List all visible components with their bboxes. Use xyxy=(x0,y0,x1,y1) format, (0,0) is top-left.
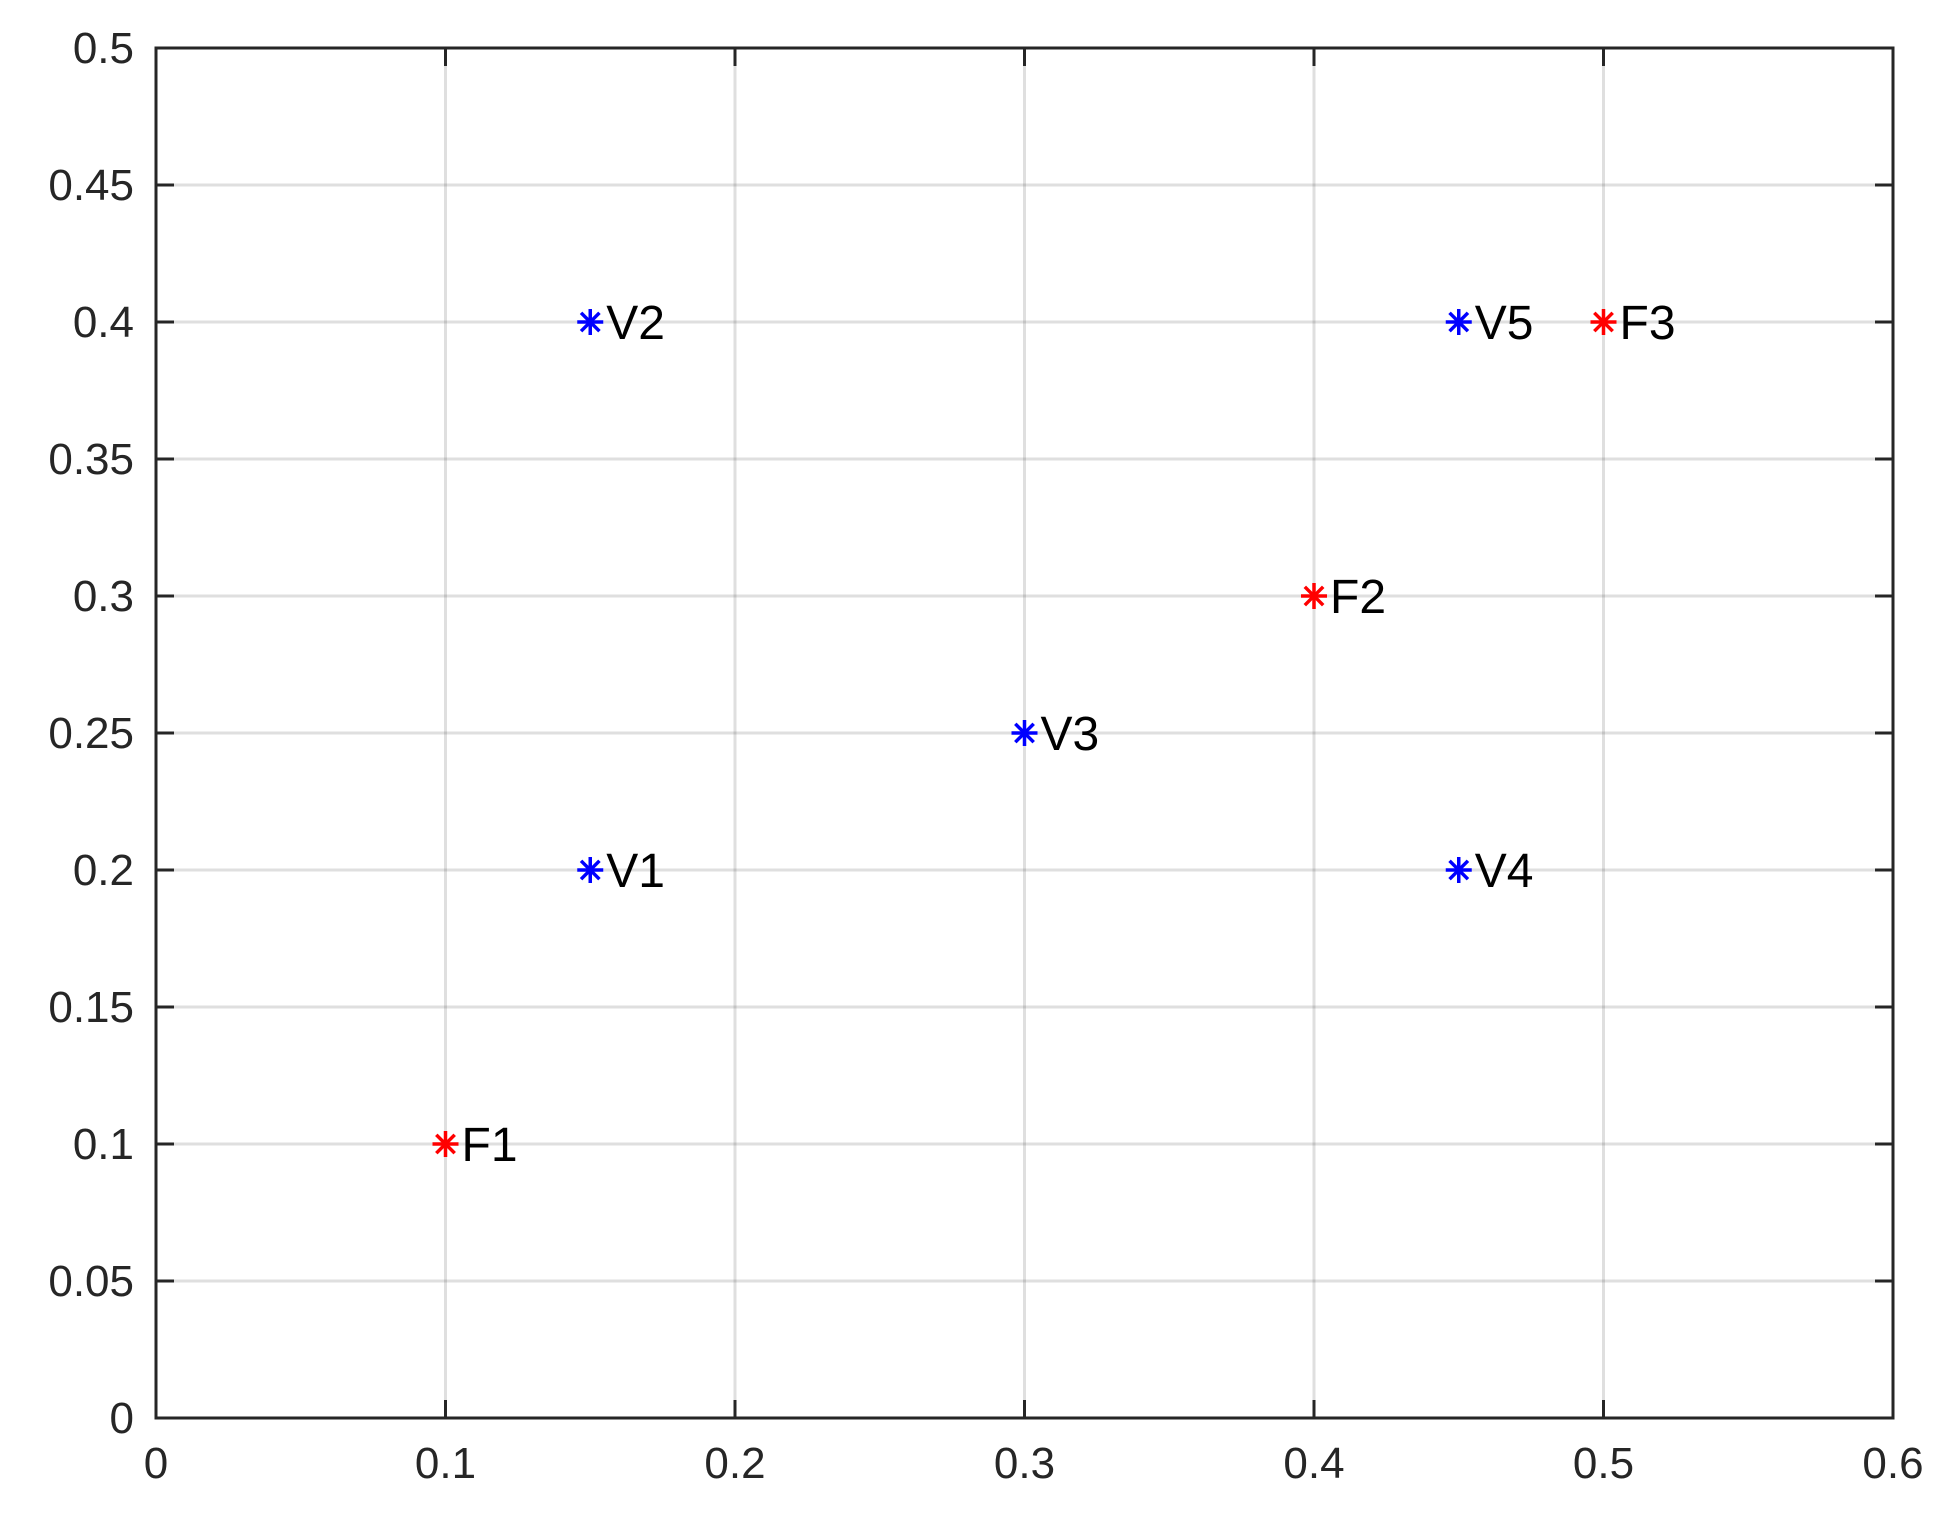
data-points: F1 F2 F3 V1 V2 V3 V4 V5 xyxy=(432,297,1676,1172)
y-tick-labels: 0 0.05 0.1 0.15 0.2 0.25 0.3 0.35 0.4 0.45 0.5 xyxy=(48,24,134,1443)
x-tick-label: 0.1 xyxy=(415,1439,476,1488)
y-tick-label: 0.45 xyxy=(48,161,134,210)
marker-F1 xyxy=(432,1131,459,1157)
point-label-V1: V1 xyxy=(606,845,665,898)
marker-V3 xyxy=(1011,720,1038,746)
marker-F3 xyxy=(1590,309,1617,335)
marker-F2 xyxy=(1301,583,1327,609)
plot-area-frame xyxy=(154,46,1895,1420)
marker-V5 xyxy=(1445,309,1472,335)
y-tick-label: 0.35 xyxy=(48,435,134,484)
point-label-F2: F2 xyxy=(1330,571,1386,624)
y-tick-label: 0.15 xyxy=(48,983,134,1032)
x-tick-label: 0.4 xyxy=(1283,1439,1344,1488)
point-label-V5: V5 xyxy=(1475,297,1534,350)
y-tick-label: 0.1 xyxy=(73,1120,134,1169)
point-label-F3: F3 xyxy=(1620,297,1676,350)
y-tick-label: 0.2 xyxy=(73,846,134,895)
x-tick-label: 0.6 xyxy=(1862,1439,1923,1488)
y-tick-label: 0.5 xyxy=(73,24,134,73)
x-tick-label: 0.2 xyxy=(704,1439,765,1488)
y-tick-label: 0.25 xyxy=(48,709,134,758)
x-tick-labels: 0 0.1 0.2 0.3 0.4 0.5 0.6 xyxy=(144,1439,1924,1488)
point-label-V3: V3 xyxy=(1041,708,1100,761)
x-tick-label: 0 xyxy=(144,1439,168,1488)
x-tick-label: 0.5 xyxy=(1573,1439,1634,1488)
y-tick-label: 0.4 xyxy=(73,298,134,347)
y-tick-label: 0.05 xyxy=(48,1257,134,1306)
point-label-F1: F1 xyxy=(462,1119,518,1172)
x-tick-label: 0.3 xyxy=(994,1439,1055,1488)
y-tick-label: 0.3 xyxy=(73,572,134,621)
y-tick-label: 0 xyxy=(110,1394,134,1443)
point-label-V2: V2 xyxy=(606,297,665,350)
marker-V4 xyxy=(1445,857,1472,883)
marker-V1 xyxy=(577,857,604,883)
point-label-V4: V4 xyxy=(1475,845,1534,898)
marker-V2 xyxy=(577,309,604,335)
